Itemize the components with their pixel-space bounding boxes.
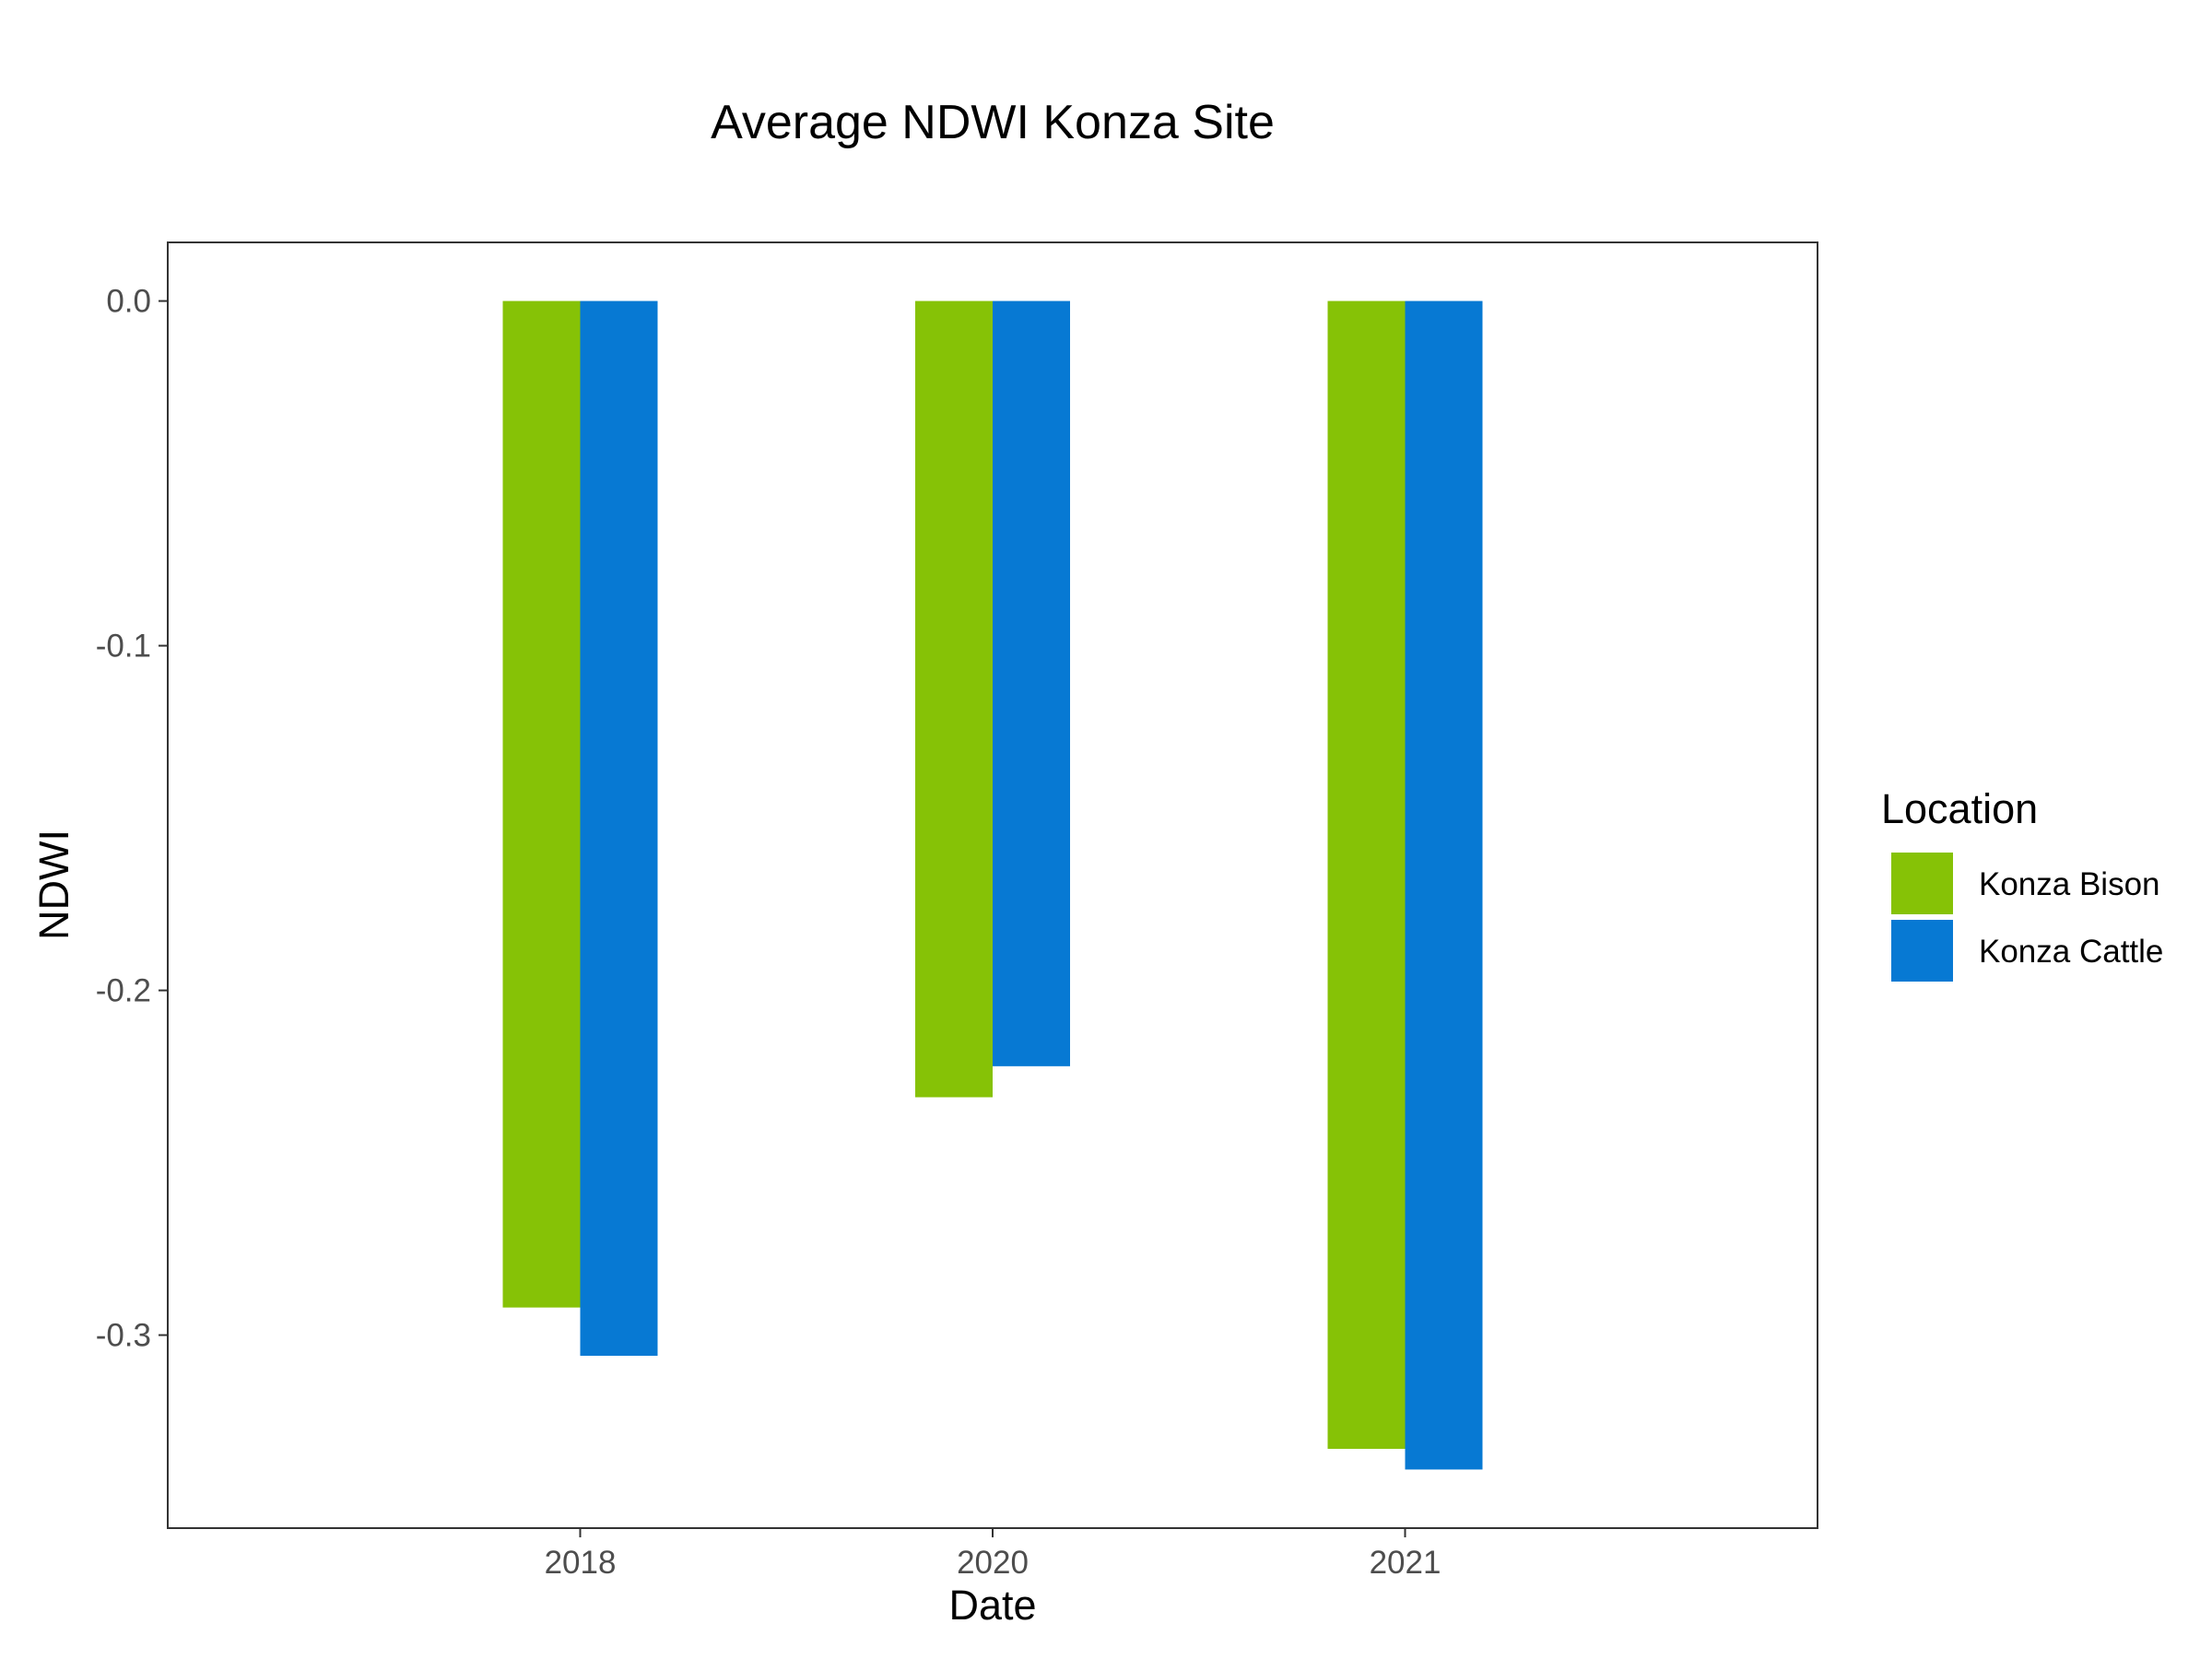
y-axis-title: NDWI (30, 830, 77, 940)
bar-konza-cattle-2021 (1405, 300, 1483, 1470)
y-tick-label: -0.1 (96, 629, 151, 665)
bar-konza-bison-2021 (1327, 300, 1406, 1449)
bars-group (502, 300, 1483, 1470)
bar-konza-bison-2020 (915, 300, 993, 1098)
x-tick-label: 2018 (545, 1545, 617, 1581)
x-tick-label: 2020 (957, 1545, 1029, 1581)
legend: Location Konza Bison Konza Cattle (1881, 785, 2163, 982)
legend-key-konza-bison (1891, 853, 1953, 914)
legend-label: Konza Bison (1979, 866, 2160, 902)
bar-konza-cattle-2020 (993, 300, 1070, 1066)
legend-label: Konza Cattle (1979, 934, 2163, 970)
x-tick-label: 2021 (1370, 1545, 1441, 1581)
bar-konza-bison-2018 (502, 300, 581, 1308)
x-axis-title: Date (948, 1582, 1036, 1629)
legend-key-konza-cattle (1891, 920, 1953, 982)
legend-title: Location (1881, 785, 2038, 832)
y-axis: 0.0 -0.1 -0.2 -0.3 (96, 284, 168, 1354)
y-tick-label: -0.2 (96, 973, 151, 1009)
x-axis: 2018 2020 2021 (545, 1528, 1441, 1581)
chart-title: Average NDWI Konza Site (711, 96, 1275, 149)
y-tick-label: 0.0 (106, 284, 151, 320)
bar-konza-cattle-2018 (580, 300, 658, 1357)
y-tick-label: -0.3 (96, 1318, 151, 1354)
